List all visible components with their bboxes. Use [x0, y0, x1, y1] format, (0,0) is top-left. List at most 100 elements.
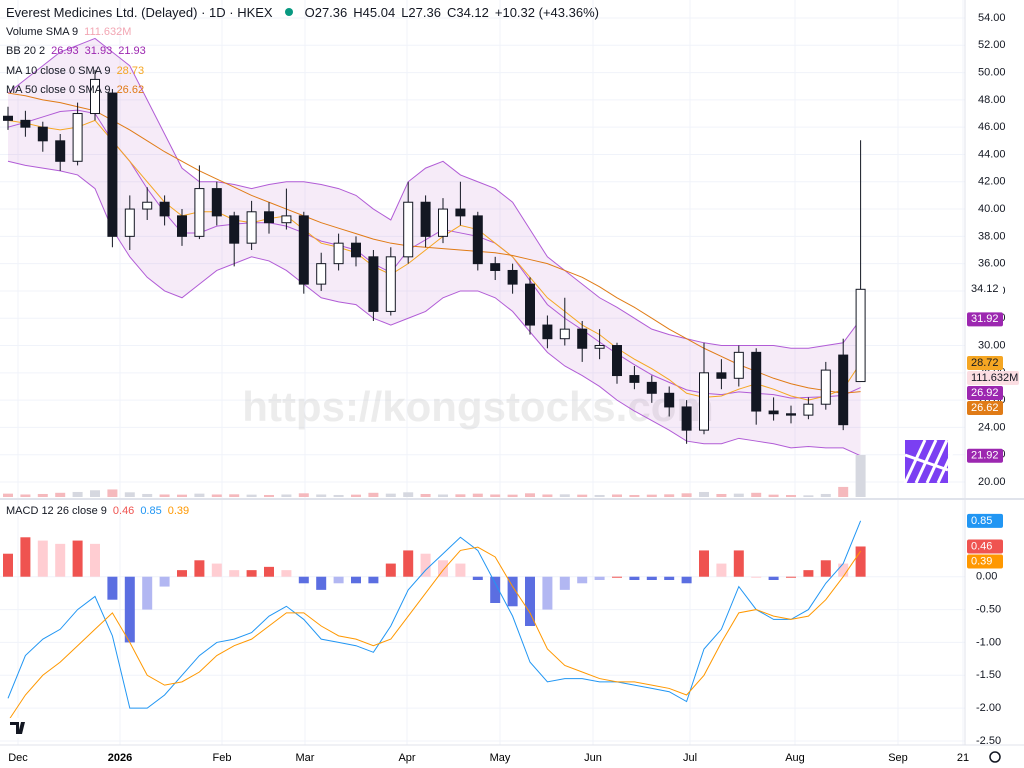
macd-histogram-bar: [211, 563, 222, 577]
candle-body: [681, 406, 692, 431]
volume-bar: [194, 493, 205, 497]
candle-body: [159, 201, 170, 217]
volume-bar: [72, 491, 83, 497]
candle-body: [838, 354, 849, 426]
change: +10.32 (+43.36%): [494, 4, 599, 20]
macd-histogram-bar: [37, 540, 48, 577]
x-tick-label: May: [490, 752, 511, 764]
status-dot: [284, 8, 293, 16]
volume-bar: [403, 492, 414, 497]
legend-macd[interactable]: MACD 12 26 close 9 0.46 0.85 0.39: [6, 503, 189, 519]
volume-bar: [855, 455, 866, 497]
candle-body: [351, 242, 361, 258]
macd-histogram-bar: [455, 563, 466, 577]
volume-bar: [733, 493, 744, 497]
macd-histogram-bar: [699, 550, 709, 577]
x-tick-label: 21: [957, 752, 969, 764]
volume-bar: [20, 494, 31, 497]
legend-value: 31.93: [84, 45, 113, 57]
y-tick-label: 50.00: [978, 66, 1006, 78]
macd-histogram-bar: [368, 576, 379, 584]
logo-stroke: [904, 453, 949, 472]
volume-bar: [107, 489, 118, 497]
candle-body: [612, 345, 622, 377]
logo-stroke: [936, 439, 960, 484]
y-tick-label: -1.00: [976, 636, 1001, 648]
legend-value: 0.85: [140, 505, 162, 517]
legend-volume[interactable]: Volume SMA 9 111.632M: [6, 24, 131, 40]
y-tick-label: 36.00: [978, 258, 1006, 270]
volume-bar: [124, 492, 135, 497]
price-tag-label: 31.92: [971, 313, 999, 325]
x-tick-label: Aug: [785, 752, 805, 764]
y-tick-label: 44.00: [978, 148, 1006, 160]
volume-bar: [3, 493, 13, 497]
y-tick-label: -0.50: [976, 603, 1001, 615]
macd-line: [7, 520, 862, 709]
candle-body: [664, 392, 675, 408]
macd-histogram-bar: [264, 566, 274, 577]
candle-body: [699, 372, 709, 431]
logo-stroke: [903, 439, 927, 484]
candle-body: [368, 256, 379, 312]
macd-histogram-bar: [177, 570, 187, 577]
macd-histogram-bar: [490, 576, 501, 603]
volume-bar: [316, 494, 327, 497]
site-logo: [903, 439, 960, 484]
signal-line: [7, 546, 862, 722]
macd-histogram-bar: [525, 576, 535, 626]
macd-histogram-bar: [855, 546, 866, 577]
bb-middle: [7, 109, 861, 399]
macd-histogram-bar: [577, 576, 588, 584]
macd-histogram-bar: [507, 576, 518, 607]
volume-bar: [542, 494, 553, 497]
volume-bar: [716, 493, 727, 497]
volume-bar: [159, 494, 170, 497]
price-tag: [967, 385, 1003, 400]
symbol-title: Everest Medicines Ltd. (Delayed) · 1D · …: [6, 4, 273, 20]
price-tag: [967, 400, 1003, 415]
legend-name: Volume SMA 9: [6, 26, 79, 38]
macd-histogram-bar: [751, 576, 762, 578]
bb-lower: [7, 160, 861, 457]
candle-body: [803, 403, 814, 416]
ma50-line: [7, 92, 861, 394]
volume-bar: [246, 494, 257, 497]
volume-bar: [612, 494, 622, 497]
volume-bar: [786, 494, 796, 497]
candle-body: [420, 201, 431, 237]
volume-bar: [681, 493, 692, 497]
volume-bar: [525, 493, 535, 497]
close: C34.12: [446, 4, 489, 20]
volume-bar: [385, 493, 396, 497]
header: Everest Medicines Ltd. (Delayed) · 1D · …: [6, 4, 599, 20]
legend-value: 111.632M: [84, 26, 132, 38]
macd-histogram-bar: [716, 563, 727, 577]
volume-bar: [455, 494, 466, 497]
y-tick-label: 46.00: [978, 121, 1006, 133]
volume-bar: [838, 486, 849, 497]
price-tag-label: 34.12: [971, 283, 999, 295]
volume-bar: [646, 494, 657, 497]
macd-histogram-bar: [20, 537, 31, 577]
high: H45.04: [353, 4, 396, 20]
settings-button[interactable]: [989, 751, 1001, 763]
legend-value: 21.93: [118, 45, 146, 57]
volume-bar: [594, 494, 605, 497]
macd-histogram-bar: [681, 576, 692, 584]
price-tag: [967, 513, 1003, 528]
price-tag: [967, 355, 1003, 370]
price-tag-label: 21.92: [971, 450, 999, 462]
candle-body: [298, 215, 309, 285]
candle-body: [751, 351, 762, 412]
legend-ma50[interactable]: MA 50 close 0 SMA 9 26.62: [6, 82, 144, 98]
y-tick-label: 48.00: [978, 94, 1006, 106]
legend-bb[interactable]: BB 20 2 26.93 31.93 21.93: [6, 43, 146, 59]
bb-fill: [8, 38, 861, 456]
candle-body: [107, 92, 118, 237]
candle-body: [490, 263, 501, 271]
legend-ma10[interactable]: MA 10 close 0 SMA 9 28.73: [6, 63, 144, 79]
price-tag-label: 0.46: [971, 540, 992, 552]
volume-bar: [751, 492, 762, 497]
